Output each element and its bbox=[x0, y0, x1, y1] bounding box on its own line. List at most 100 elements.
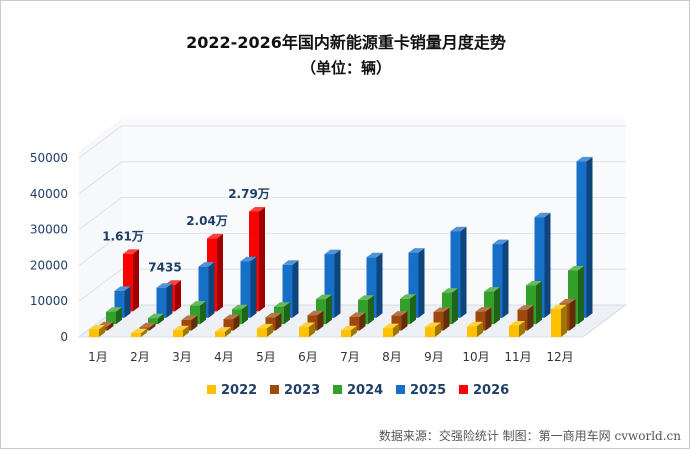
bar-top bbox=[341, 325, 357, 331]
bar-2022-2 bbox=[131, 328, 147, 337]
bar-top bbox=[391, 311, 408, 316]
bars-group bbox=[89, 156, 593, 337]
bar-top bbox=[257, 323, 273, 329]
bar-top bbox=[282, 260, 299, 265]
bar-front bbox=[341, 330, 351, 337]
bar-top bbox=[425, 322, 441, 327]
bar-top bbox=[114, 286, 131, 291]
bar-front bbox=[299, 327, 309, 337]
bar-front bbox=[492, 244, 503, 318]
bar-top bbox=[173, 325, 189, 331]
bar-2022-3 bbox=[173, 325, 189, 337]
bar-side bbox=[485, 307, 492, 331]
bar-top bbox=[576, 156, 593, 162]
bar-front bbox=[282, 264, 293, 318]
bar-side bbox=[494, 287, 500, 325]
bar-side bbox=[452, 288, 458, 325]
bar-top bbox=[492, 239, 509, 245]
chart-subtitle: （单位：辆） bbox=[301, 59, 391, 77]
bar-top bbox=[526, 281, 542, 286]
bar-side bbox=[141, 328, 147, 337]
bar-top bbox=[450, 226, 467, 232]
bar-front bbox=[89, 329, 99, 337]
bar-side bbox=[393, 323, 399, 337]
bar-top bbox=[265, 312, 282, 318]
bar-2024-7 bbox=[358, 295, 374, 325]
bar-side bbox=[149, 322, 156, 331]
x-tick-label: 9月 bbox=[424, 350, 444, 364]
bar-2025-9 bbox=[450, 226, 467, 318]
bar-side bbox=[351, 325, 357, 337]
bar-side bbox=[124, 286, 131, 318]
bar-2023-3 bbox=[181, 315, 198, 331]
bar-top bbox=[223, 314, 240, 320]
bar-top bbox=[568, 266, 584, 271]
bar-side bbox=[267, 323, 273, 337]
bar-top bbox=[509, 321, 525, 326]
bar-side bbox=[99, 325, 105, 337]
bar-top bbox=[106, 307, 122, 312]
bar-side bbox=[401, 311, 408, 331]
bar-front bbox=[433, 312, 444, 331]
bar-2022-4 bbox=[215, 327, 231, 337]
legend-label-2026: 2026 bbox=[473, 383, 509, 398]
bar-side bbox=[477, 321, 483, 337]
bar-top bbox=[467, 321, 483, 327]
bar-top bbox=[383, 323, 399, 329]
x-tick-label: 6月 bbox=[298, 350, 318, 364]
legend-swatch-2025 bbox=[396, 385, 405, 394]
x-tick-label: 4月 bbox=[214, 350, 234, 364]
bar-top bbox=[249, 207, 265, 212]
bar-2025-8 bbox=[408, 248, 425, 318]
bar-top bbox=[198, 262, 215, 267]
bar-side bbox=[166, 283, 173, 318]
bar-side bbox=[175, 280, 181, 312]
bar-front bbox=[450, 231, 461, 318]
bar-2026-1 bbox=[123, 249, 139, 312]
bar-front bbox=[181, 319, 192, 331]
bar-front bbox=[114, 290, 125, 318]
bar-front bbox=[349, 317, 360, 331]
bar-front bbox=[106, 311, 116, 325]
bar-front bbox=[190, 305, 200, 325]
bar-side bbox=[536, 281, 542, 325]
bar-2024-12 bbox=[568, 266, 584, 325]
gridline bbox=[78, 125, 626, 159]
y-axis-ticks: 0 10000 20000 30000 40000 50000 bbox=[30, 151, 68, 344]
bar-side bbox=[200, 301, 206, 325]
bar-side bbox=[292, 260, 299, 318]
bar-side bbox=[191, 315, 198, 331]
bar-top bbox=[123, 249, 139, 254]
data-label: 1.61万 bbox=[102, 229, 144, 243]
bar-2022-7 bbox=[341, 325, 357, 337]
bar-top bbox=[139, 322, 156, 328]
bar-side bbox=[284, 302, 290, 325]
bar-2025-11 bbox=[534, 212, 551, 318]
bar-front bbox=[223, 319, 234, 331]
bar-front bbox=[408, 252, 419, 318]
bar-front bbox=[509, 325, 519, 337]
chart-title: 2022-2026年国内新能源重卡销量月度走势 bbox=[186, 33, 506, 52]
bar-top bbox=[232, 304, 248, 310]
bar-top bbox=[181, 315, 198, 320]
bar-top bbox=[366, 252, 383, 258]
bar-side bbox=[435, 322, 441, 337]
x-tick-label: 2月 bbox=[130, 350, 150, 364]
bar-2025-5 bbox=[282, 260, 299, 318]
bar-front bbox=[148, 318, 158, 325]
bar-top bbox=[89, 325, 105, 330]
y-tick-label: 40000 bbox=[30, 187, 68, 201]
bar-top bbox=[433, 307, 450, 312]
bar-2023-4 bbox=[223, 314, 240, 331]
x-tick-label: 10月 bbox=[462, 350, 489, 364]
bar-2024-11 bbox=[526, 281, 542, 325]
bar-top bbox=[190, 301, 206, 306]
bar-side bbox=[225, 327, 231, 337]
bar-top bbox=[475, 307, 492, 312]
y-tick-label: 50000 bbox=[30, 151, 68, 165]
bar-top bbox=[324, 249, 341, 255]
bar-side bbox=[460, 226, 467, 318]
bar-front bbox=[257, 328, 267, 337]
bar-front bbox=[534, 217, 545, 318]
